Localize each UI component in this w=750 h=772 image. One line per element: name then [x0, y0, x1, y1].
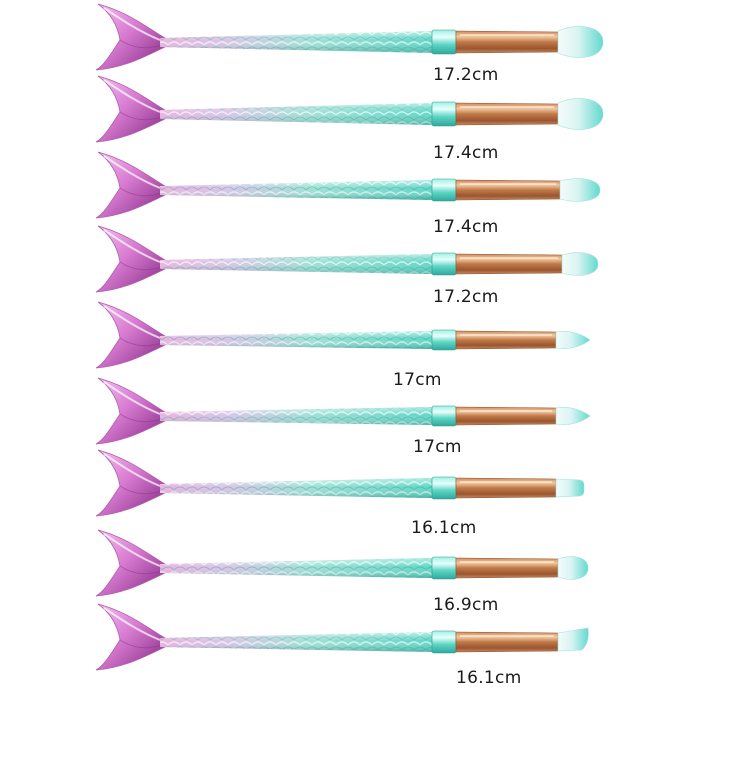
- mermaid-brush-4: [95, 225, 599, 293]
- brush-length-label-4: 17.2cm: [433, 287, 499, 307]
- handle-shading-8: [160, 558, 432, 578]
- handle-shading-1: [160, 31, 432, 53]
- handle-shading-3: [160, 180, 432, 200]
- brush-length-label-6: 17cm: [413, 437, 462, 457]
- brush-length-label-2: 17.4cm: [433, 143, 499, 163]
- bristles-2: [557, 98, 604, 130]
- mermaid-brush-3: [95, 151, 601, 219]
- bristles-3: [559, 178, 601, 202]
- collar-6: [431, 405, 457, 427]
- ferrule-8: [455, 557, 559, 579]
- bristles-4: [561, 252, 599, 276]
- brush-length-label-8: 16.9cm: [433, 595, 499, 615]
- ferrule-4: [455, 253, 563, 275]
- tail-fold-8: [119, 565, 163, 575]
- ferrule-7: [455, 477, 557, 499]
- brush-length-label-1: 17.2cm: [433, 65, 499, 85]
- mermaid-brush-8: [95, 529, 589, 597]
- collar-4: [431, 252, 457, 276]
- handle-shading-4: [160, 254, 432, 274]
- tail-fold-4: [119, 261, 163, 271]
- ferrule-5: [455, 330, 557, 350]
- tail-highlight-1: [103, 7, 161, 41]
- tail-fold-6: [119, 413, 163, 423]
- handle-shading-9: [160, 632, 432, 652]
- tail-fold-9: [119, 639, 163, 649]
- collar-1: [431, 29, 457, 55]
- tail-highlight-2: [103, 79, 161, 113]
- collar-9: [431, 630, 457, 654]
- mermaid-brush-5: [95, 301, 591, 369]
- tail-fold-5: [119, 337, 163, 347]
- tail-highlight-9: [103, 607, 161, 641]
- collar-8: [431, 556, 457, 580]
- collar-3: [431, 178, 457, 202]
- brush-length-label-7: 16.1cm: [411, 518, 477, 538]
- handle-shading-6: [160, 407, 432, 425]
- tail-highlight-3: [103, 155, 161, 189]
- brush-length-label-5: 17cm: [393, 370, 442, 390]
- tail-fold-7: [119, 485, 163, 495]
- brush-length-label-9: 16.1cm: [456, 668, 522, 688]
- mermaid-brush-6: [95, 377, 591, 445]
- collar-7: [431, 476, 457, 500]
- bristles-9: [557, 627, 589, 652]
- mermaid-brush-1: [95, 3, 604, 71]
- handle-shading-7: [160, 478, 432, 498]
- ferrule-6: [455, 406, 557, 426]
- handle-shading-5: [160, 331, 432, 349]
- tail-highlight-4: [103, 229, 161, 263]
- mermaid-brush-9: [95, 603, 589, 671]
- bristles-1: [557, 26, 604, 58]
- bristles-6: [555, 407, 591, 425]
- ferrule-3: [455, 179, 561, 201]
- bristles-5: [555, 331, 591, 349]
- tail-highlight-8: [103, 533, 161, 567]
- handle-shading-2: [160, 103, 432, 125]
- tail-fold-3: [119, 187, 163, 197]
- mermaid-brush-2: [95, 75, 604, 143]
- bristles-8: [557, 556, 589, 580]
- collar-2: [431, 101, 457, 127]
- tail-highlight-6: [103, 381, 161, 415]
- brush-length-label-3: 17.4cm: [433, 217, 499, 237]
- tail-fold-2: [119, 111, 163, 121]
- tail-highlight-7: [103, 453, 161, 487]
- tail-highlight-5: [103, 305, 161, 339]
- collar-5: [431, 329, 457, 351]
- bristles-7: [555, 478, 585, 498]
- ferrule-9: [455, 631, 559, 653]
- mermaid-brush-7: [95, 449, 585, 517]
- tail-fold-1: [119, 39, 163, 49]
